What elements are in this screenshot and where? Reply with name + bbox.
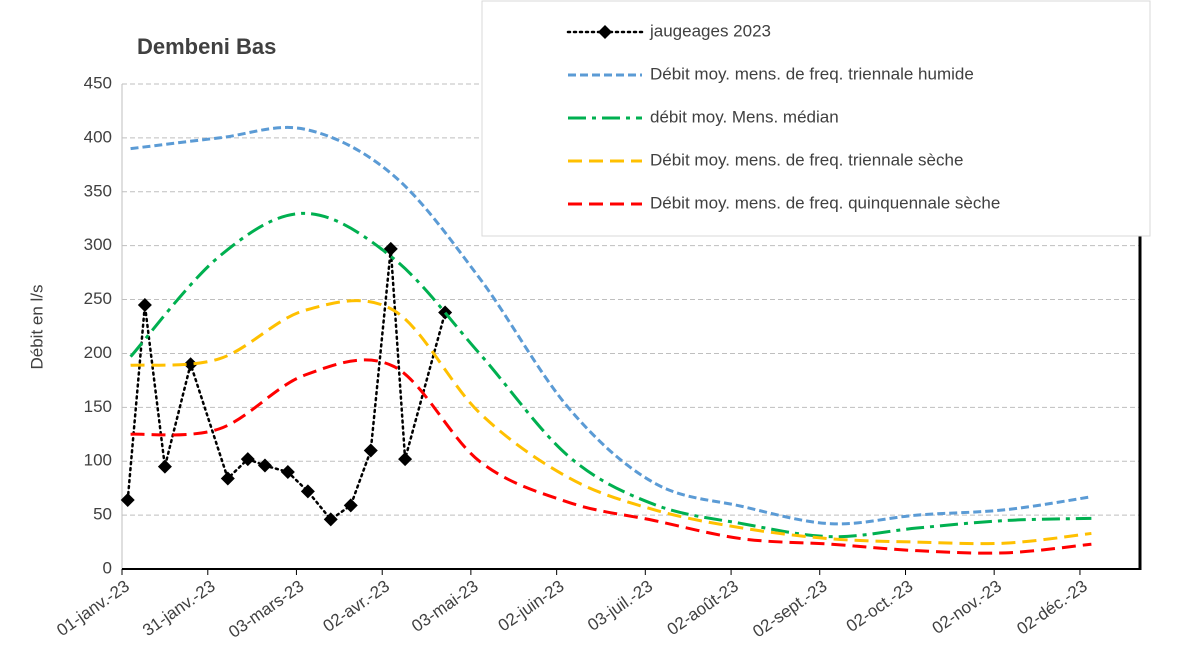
data-point xyxy=(300,484,315,499)
data-point xyxy=(280,465,295,479)
legend-label: Débit moy. mens. de freq. triennale sèch… xyxy=(650,150,963,169)
data-point xyxy=(363,443,378,458)
data-point xyxy=(137,297,152,312)
x-tick-label: 02-août-23 xyxy=(664,576,742,639)
legend-label: débit moy. Mens. médian xyxy=(650,107,839,126)
x-tick-label: 01-janv.-23 xyxy=(53,576,133,640)
x-tick-label: 03-mars-23 xyxy=(225,576,307,641)
x-tick-label: 02-déc.-23 xyxy=(1013,576,1090,638)
x-tick-label: 02-oct.-23 xyxy=(843,576,917,635)
data-point xyxy=(398,452,413,467)
x-tick-label: 02-nov.-23 xyxy=(929,576,1005,637)
x-tick-label: 02-juin-23 xyxy=(495,576,568,635)
chart-title: Dembeni Bas xyxy=(137,34,276,59)
data-point xyxy=(323,512,338,527)
series-line xyxy=(130,125,1092,526)
series-line xyxy=(130,358,1092,555)
y-tick-label: 450 xyxy=(84,73,112,92)
series-line xyxy=(129,211,1092,539)
x-tick-label: 02-sept.-23 xyxy=(749,576,830,641)
data-point xyxy=(343,498,358,513)
series-line xyxy=(130,299,1092,546)
y-tick-label: 250 xyxy=(84,289,112,308)
data-point xyxy=(257,458,272,473)
x-tick-label: 03-mai-23 xyxy=(408,576,482,635)
y-tick-label: 100 xyxy=(84,451,112,470)
legend-label: Débit moy. mens. de freq. triennale humi… xyxy=(650,64,974,83)
data-point xyxy=(240,452,255,467)
data-point xyxy=(183,357,198,372)
data-point xyxy=(157,459,172,474)
x-tick-label: 31-janv.-23 xyxy=(139,576,219,640)
y-tick-label: 0 xyxy=(103,558,112,577)
y-tick-label: 50 xyxy=(93,505,112,524)
y-axis-label: Débit en l/s xyxy=(27,284,46,369)
y-tick-label: 200 xyxy=(84,343,112,362)
y-tick-label: 400 xyxy=(84,127,112,146)
legend-label: jaugeages 2023 xyxy=(649,21,771,40)
legend-marker xyxy=(598,25,612,39)
y-tick-label: 350 xyxy=(84,181,112,200)
data-point xyxy=(220,471,235,486)
data-point xyxy=(383,241,398,256)
y-tick-label: 300 xyxy=(84,235,112,254)
legend-label: Débit moy. mens. de freq. quinquennale s… xyxy=(650,193,1000,212)
x-tick-label: 02-avr.-23 xyxy=(319,576,393,635)
data-point xyxy=(120,493,135,508)
legend: jaugeages 2023 Débit moy. mens. de freq. … xyxy=(481,0,1151,237)
x-tick-label: 03-juil.-23 xyxy=(584,576,656,634)
y-tick-label: 150 xyxy=(84,397,112,416)
